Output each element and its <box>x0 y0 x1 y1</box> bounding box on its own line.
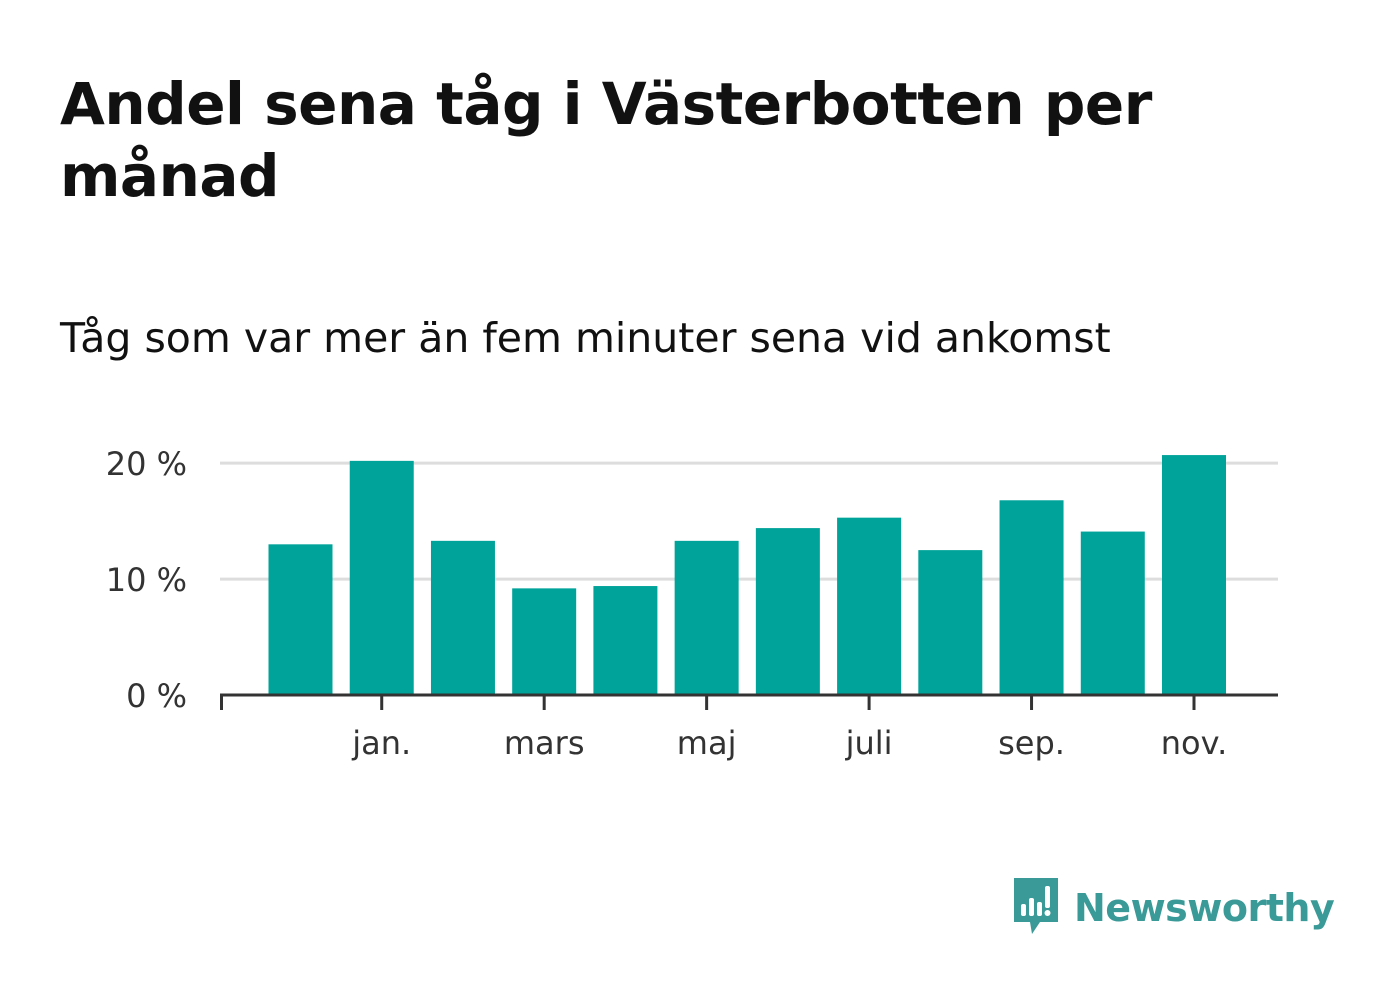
bars <box>268 455 1226 695</box>
chart-title: Andel sena tåg i Västerbotten per månad <box>60 70 1152 210</box>
y-axis-labels: 0 % 10 % 20 % <box>106 445 187 715</box>
bar-juli <box>837 517 902 695</box>
x-axis-labels: jan. mars maj juli sep. nov. <box>351 724 1227 762</box>
chart-subtitle: Tåg som var mer än fem minuter sena vid … <box>60 314 1111 362</box>
bar-jan <box>349 460 414 695</box>
bar-okt <box>1080 531 1145 695</box>
bar-nov <box>1162 455 1226 695</box>
bar-april <box>593 586 658 695</box>
x-tick-label: juli <box>845 724 893 762</box>
x-tick-label: mars <box>504 724 585 762</box>
x-tick-label: sep. <box>998 724 1065 762</box>
bar-feb <box>430 540 495 695</box>
x-axis <box>220 693 1278 710</box>
y-tick-label: 20 % <box>106 445 187 483</box>
x-tick-label: nov. <box>1161 724 1227 762</box>
bar-juni <box>755 528 820 695</box>
bar-maj <box>674 540 739 695</box>
bar-sep <box>999 500 1064 695</box>
newsworthy-logo-icon <box>1010 874 1062 942</box>
y-tick-label: 0 % <box>126 677 187 715</box>
y-tick-label: 10 % <box>106 561 187 599</box>
bar-mars <box>512 588 577 695</box>
x-tick-label: jan. <box>351 724 411 762</box>
brand: Newsworthy <box>1010 874 1335 942</box>
brand-name: Newsworthy <box>1074 886 1335 930</box>
bar-aug <box>918 550 983 695</box>
x-tick-label: maj <box>677 724 737 762</box>
bar-dec <box>268 544 333 695</box>
